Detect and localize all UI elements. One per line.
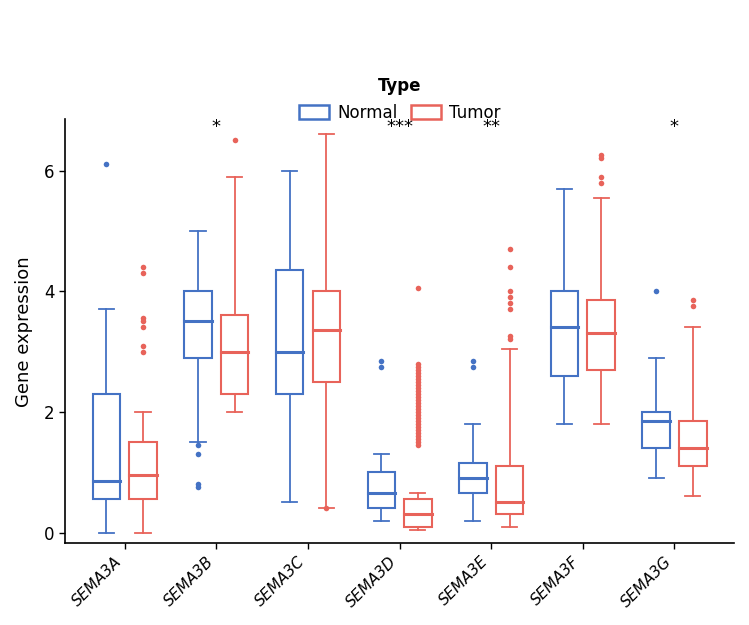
Point bbox=[137, 316, 149, 326]
Bar bbox=[221, 316, 249, 394]
Point bbox=[412, 359, 424, 369]
Bar bbox=[184, 291, 212, 357]
Bar bbox=[276, 270, 303, 394]
Point bbox=[412, 437, 424, 447]
Point bbox=[503, 244, 515, 254]
Point bbox=[412, 395, 424, 405]
Point bbox=[137, 341, 149, 351]
Point bbox=[137, 322, 149, 332]
Point bbox=[503, 262, 515, 272]
Point bbox=[595, 171, 607, 181]
Bar bbox=[679, 421, 706, 466]
Point bbox=[137, 313, 149, 323]
Point bbox=[412, 374, 424, 384]
Point bbox=[412, 431, 424, 441]
Point bbox=[503, 286, 515, 296]
Bar bbox=[587, 300, 615, 369]
Point bbox=[412, 410, 424, 420]
Point bbox=[412, 425, 424, 435]
Bar bbox=[496, 466, 524, 514]
Point bbox=[375, 362, 387, 372]
Point bbox=[595, 151, 607, 161]
Y-axis label: Gene expression: Gene expression bbox=[15, 256, 33, 407]
Point bbox=[412, 377, 424, 387]
Point bbox=[412, 404, 424, 414]
Point bbox=[412, 362, 424, 372]
Point bbox=[412, 422, 424, 432]
Bar bbox=[643, 412, 670, 448]
Point bbox=[687, 295, 699, 305]
Bar bbox=[130, 442, 157, 499]
Point bbox=[650, 286, 662, 296]
Bar bbox=[459, 463, 487, 493]
Bar bbox=[312, 291, 340, 382]
Point bbox=[412, 368, 424, 378]
Point bbox=[100, 159, 112, 169]
Text: ***: *** bbox=[386, 118, 413, 136]
Point bbox=[228, 136, 240, 146]
Bar bbox=[551, 291, 578, 376]
Point bbox=[192, 449, 204, 459]
Bar bbox=[93, 394, 120, 499]
Text: *: * bbox=[212, 118, 221, 136]
Bar bbox=[404, 499, 431, 526]
Point bbox=[503, 292, 515, 302]
Point bbox=[503, 334, 515, 344]
Bar bbox=[368, 472, 395, 509]
Point bbox=[595, 154, 607, 164]
Point bbox=[137, 262, 149, 272]
Point bbox=[412, 413, 424, 423]
Point bbox=[412, 392, 424, 402]
Point bbox=[192, 482, 204, 492]
Point bbox=[412, 401, 424, 411]
Point bbox=[375, 356, 387, 366]
Point bbox=[192, 440, 204, 450]
Text: *: * bbox=[670, 118, 679, 136]
Point bbox=[412, 419, 424, 429]
Point bbox=[137, 268, 149, 278]
Point bbox=[412, 364, 424, 374]
Point bbox=[503, 331, 515, 341]
Point bbox=[595, 177, 607, 187]
Point bbox=[412, 428, 424, 438]
Point bbox=[687, 301, 699, 311]
Point bbox=[412, 440, 424, 450]
Point bbox=[412, 434, 424, 444]
Point bbox=[412, 416, 424, 426]
Point bbox=[467, 362, 479, 372]
Point bbox=[412, 386, 424, 396]
Text: **: ** bbox=[482, 118, 500, 136]
Point bbox=[192, 479, 204, 489]
Point bbox=[412, 398, 424, 408]
Point bbox=[137, 346, 149, 356]
Point bbox=[412, 371, 424, 381]
Point bbox=[321, 504, 333, 514]
Point bbox=[503, 298, 515, 308]
Point bbox=[412, 389, 424, 399]
Legend: Normal, Tumor: Normal, Tumor bbox=[294, 72, 506, 127]
Point bbox=[412, 380, 424, 390]
Point bbox=[503, 304, 515, 314]
Point bbox=[412, 407, 424, 417]
Point bbox=[412, 382, 424, 392]
Point bbox=[467, 356, 479, 366]
Point bbox=[412, 283, 424, 293]
